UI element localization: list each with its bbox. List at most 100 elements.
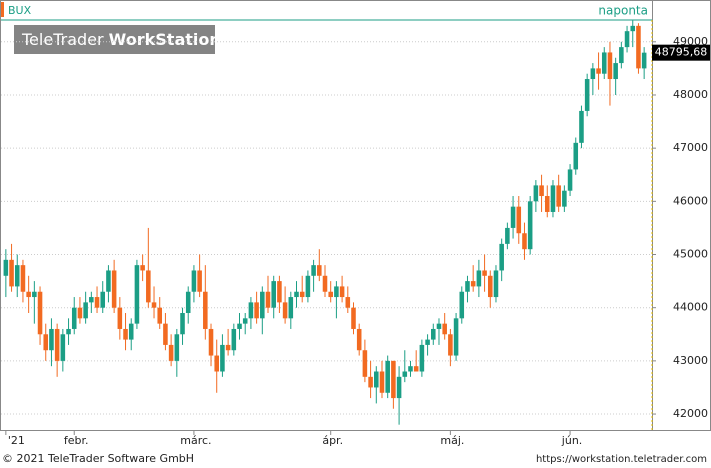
candle-body <box>590 68 596 80</box>
candle-body <box>425 339 430 345</box>
candle-body <box>191 270 197 292</box>
candle-body <box>89 297 94 303</box>
candle-body <box>94 297 100 308</box>
y-tick-label: 48000 <box>673 88 708 101</box>
candle-body <box>146 270 151 303</box>
candle-body <box>117 307 123 329</box>
candle-body <box>613 63 618 80</box>
x-tick-label: máj. <box>440 434 464 447</box>
candle-body <box>128 323 134 340</box>
candle-body <box>43 334 49 351</box>
candle-body <box>174 334 180 361</box>
candle-body <box>248 302 254 319</box>
candle-body <box>185 291 191 314</box>
candle-body <box>351 307 356 329</box>
candle-body <box>505 227 510 244</box>
x-tick-label: '21 <box>8 434 25 447</box>
candle-body <box>385 360 390 393</box>
candle-body <box>100 291 106 308</box>
candle-body <box>54 328 60 361</box>
candle-body <box>66 328 71 335</box>
candle-body <box>197 270 202 292</box>
candle-body <box>442 323 447 335</box>
candle-body <box>203 291 208 329</box>
candle-body <box>556 185 561 207</box>
candle-body <box>3 259 9 276</box>
candle-body <box>487 275 493 298</box>
candle-body <box>448 334 453 356</box>
candle-body <box>493 270 499 298</box>
candle-body <box>362 350 368 377</box>
candle-body <box>305 275 311 298</box>
last-value-box <box>652 44 710 61</box>
candle-body <box>436 323 442 329</box>
candle-body <box>624 31 630 48</box>
candle-body <box>294 291 299 298</box>
candle-body <box>282 302 288 319</box>
candle-body <box>83 302 88 319</box>
watermark-bold: WorkStation <box>109 30 221 49</box>
candle-body <box>465 281 470 292</box>
candle-body <box>123 328 128 340</box>
candle-body <box>453 318 459 356</box>
candle-body <box>254 302 259 319</box>
candle-body <box>379 371 385 393</box>
candle-body <box>328 291 333 298</box>
candle-body <box>339 286 345 298</box>
candle-body <box>322 275 328 292</box>
y-tick-label: 46000 <box>673 194 708 207</box>
candle-body <box>334 286 339 298</box>
candle-body <box>180 313 185 335</box>
url: https://workstation.teletrader.com <box>536 454 707 465</box>
candle-body <box>134 265 140 324</box>
candle-body <box>242 318 248 324</box>
x-tick-label: ápr. <box>322 434 343 447</box>
period: naponta <box>598 4 648 18</box>
y-tick-label: 45000 <box>673 248 708 261</box>
candle-body <box>106 270 111 292</box>
candle-body <box>237 323 242 329</box>
axis-frame <box>652 0 711 431</box>
y-tick-label: 44000 <box>673 301 708 314</box>
candle-body <box>607 52 613 80</box>
last-value-label: 48795,68 <box>655 46 708 59</box>
candle-body <box>71 307 77 329</box>
candle-body <box>419 344 425 372</box>
copyright: © 2021 TeleTrader Software GmbH <box>2 452 194 465</box>
x-tick-label: jún. <box>561 434 583 447</box>
candle-body <box>288 297 294 319</box>
candle-body <box>413 366 419 372</box>
candle-body <box>374 371 379 388</box>
watermark-regular: TeleTrader <box>21 30 104 49</box>
y-tick-label: 42000 <box>673 407 708 420</box>
candle-body <box>533 185 539 202</box>
candle-body <box>26 291 31 298</box>
candle-body <box>596 68 601 74</box>
candle-body <box>140 265 145 271</box>
candle-body <box>208 328 214 356</box>
candle-body <box>168 344 174 361</box>
candle-body <box>510 206 516 228</box>
candle-body <box>9 259 14 287</box>
plot-frame <box>0 0 653 431</box>
symbol: BUX <box>8 4 32 17</box>
candle-body <box>37 291 43 335</box>
candle-body <box>299 291 305 298</box>
candle-body <box>482 270 487 276</box>
candle-body <box>396 376 402 399</box>
candle-body <box>163 323 168 345</box>
candle-body <box>459 291 465 319</box>
candle-body <box>277 281 282 303</box>
candle-body <box>14 265 20 287</box>
candle-body <box>584 79 590 111</box>
candle-body <box>516 206 522 234</box>
candle-body <box>220 344 225 372</box>
y-tick-label: 43000 <box>673 354 708 367</box>
candle-body <box>573 142 579 170</box>
candle-body <box>408 366 413 372</box>
candle-body <box>368 376 373 388</box>
y-tick-label: 47000 <box>673 141 708 154</box>
candle-body <box>636 25 641 69</box>
y-tick-label: 49000 <box>673 35 708 48</box>
